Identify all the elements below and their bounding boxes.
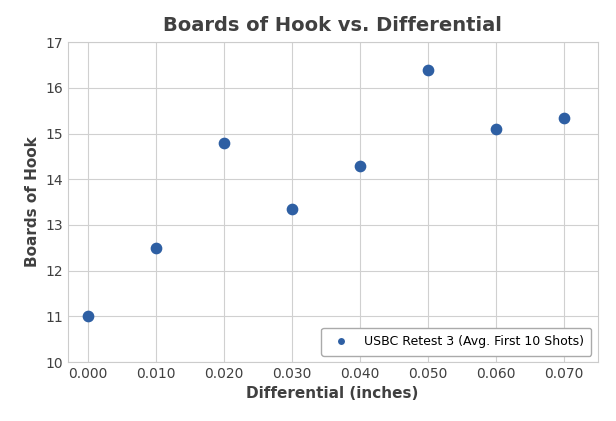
Y-axis label: Boards of Hook: Boards of Hook <box>25 137 39 267</box>
Point <box>151 245 161 251</box>
X-axis label: Differential (inches): Differential (inches) <box>246 386 419 402</box>
Point <box>423 66 432 73</box>
Point <box>355 162 365 169</box>
Point <box>491 125 501 132</box>
Title: Boards of Hook vs. Differential: Boards of Hook vs. Differential <box>163 16 502 35</box>
Point <box>559 114 569 121</box>
Legend: USBC Retest 3 (Avg. First 10 Shots): USBC Retest 3 (Avg. First 10 Shots) <box>322 328 591 356</box>
Point <box>219 139 229 146</box>
Point <box>83 313 93 320</box>
Point <box>287 205 297 212</box>
